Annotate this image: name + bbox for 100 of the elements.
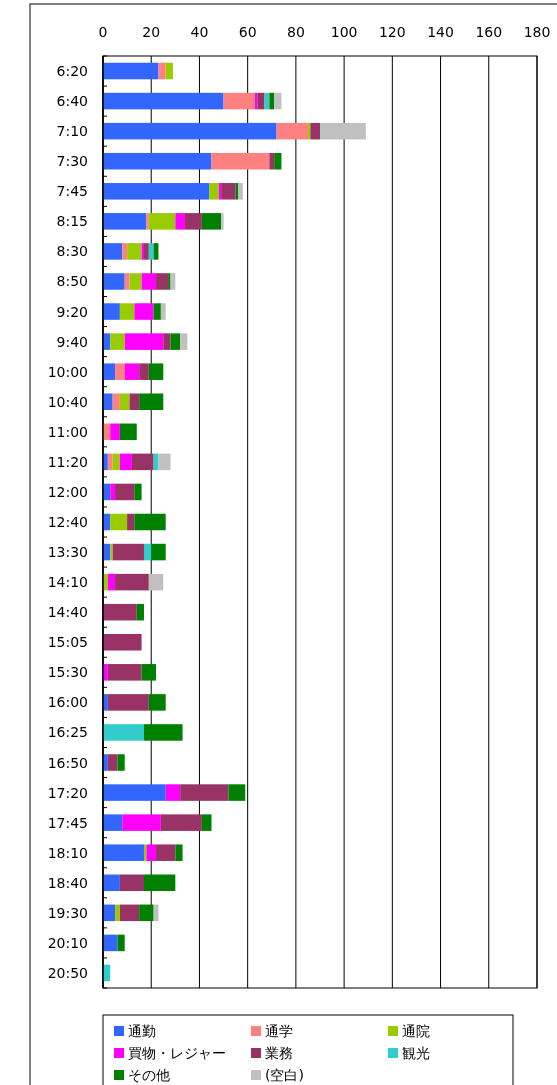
bar bbox=[146, 844, 157, 861]
bar bbox=[165, 784, 181, 801]
bar bbox=[124, 363, 140, 380]
y-tick-label: 7:45 bbox=[56, 183, 88, 200]
bar bbox=[257, 92, 265, 110]
bar bbox=[119, 453, 132, 471]
bar bbox=[103, 183, 210, 200]
bar bbox=[139, 363, 149, 380]
x-tick-label: 20 bbox=[142, 24, 161, 40]
bar bbox=[184, 213, 202, 230]
bar bbox=[110, 513, 128, 531]
bar bbox=[107, 573, 116, 591]
bar bbox=[156, 273, 169, 290]
legend-label: その他 bbox=[128, 1067, 170, 1083]
bar bbox=[103, 303, 120, 320]
x-tick-label: 140 bbox=[427, 24, 454, 40]
x-tick-label: 80 bbox=[286, 24, 305, 40]
bar bbox=[175, 844, 183, 861]
bar bbox=[139, 904, 154, 922]
bar bbox=[175, 213, 185, 230]
bar bbox=[151, 543, 166, 561]
bar bbox=[143, 724, 183, 741]
bar bbox=[107, 453, 113, 471]
bar bbox=[148, 363, 164, 380]
bar bbox=[160, 303, 166, 320]
bar bbox=[103, 92, 224, 110]
bar bbox=[103, 603, 137, 621]
y-tick-label: 17:45 bbox=[47, 814, 88, 831]
x-tick-label: 120 bbox=[378, 24, 406, 40]
legend-label: (空白) bbox=[265, 1067, 304, 1083]
y-tick-label: 16:25 bbox=[47, 724, 88, 741]
bar bbox=[141, 664, 157, 681]
bar bbox=[134, 303, 154, 320]
y-tick-label: 8:30 bbox=[56, 243, 88, 260]
bar bbox=[276, 122, 308, 140]
bar bbox=[119, 303, 135, 320]
bar bbox=[134, 513, 166, 531]
bar bbox=[141, 273, 157, 290]
bar bbox=[115, 363, 125, 380]
y-tick-label: 19:30 bbox=[47, 904, 88, 921]
bar bbox=[170, 333, 181, 350]
x-tick-label: 60 bbox=[238, 24, 257, 40]
y-tick-label: 12:00 bbox=[47, 483, 88, 500]
bar bbox=[201, 213, 222, 230]
bar bbox=[148, 243, 154, 260]
bar bbox=[180, 784, 229, 801]
bar bbox=[180, 333, 188, 350]
bar bbox=[136, 603, 144, 621]
bar bbox=[156, 844, 176, 861]
bar bbox=[168, 273, 171, 290]
y-tick-label: 11:20 bbox=[47, 453, 88, 470]
bar bbox=[221, 213, 224, 230]
y-tick-label: 18:40 bbox=[47, 874, 88, 891]
y-tick-label: 20:50 bbox=[47, 964, 88, 981]
bar bbox=[134, 483, 142, 501]
legend-label: 観光 bbox=[402, 1045, 430, 1061]
bar bbox=[103, 273, 125, 290]
bar bbox=[119, 423, 137, 441]
legend-label: 業務 bbox=[265, 1045, 293, 1061]
y-tick-label: 10:40 bbox=[47, 393, 88, 410]
bar bbox=[103, 784, 166, 801]
bar bbox=[163, 333, 171, 350]
bar bbox=[127, 243, 142, 260]
x-tick-label: 0 bbox=[98, 24, 108, 40]
y-tick-label: 8:50 bbox=[56, 273, 88, 290]
y-tick-label: 11:00 bbox=[47, 423, 88, 440]
y-tick-label: 7:10 bbox=[56, 123, 88, 140]
bar bbox=[269, 92, 275, 110]
bar bbox=[158, 62, 166, 80]
bar bbox=[201, 814, 212, 831]
legend-label: 通学 bbox=[265, 1023, 293, 1039]
bar bbox=[129, 393, 140, 411]
bar bbox=[158, 453, 171, 471]
bar bbox=[103, 724, 144, 741]
bar bbox=[124, 273, 130, 290]
bar bbox=[228, 784, 246, 801]
bar bbox=[122, 814, 161, 831]
bar bbox=[153, 303, 161, 320]
bar bbox=[110, 333, 125, 350]
bar bbox=[143, 543, 152, 561]
bar bbox=[146, 213, 149, 230]
x-tick-label: 160 bbox=[475, 24, 503, 40]
y-tick-label: 16:00 bbox=[47, 694, 88, 711]
bar bbox=[103, 213, 147, 230]
bar bbox=[274, 92, 282, 110]
bar bbox=[112, 453, 120, 471]
y-tick-label: 17:20 bbox=[47, 784, 88, 801]
bar bbox=[160, 814, 202, 831]
y-tick-label: 13:30 bbox=[47, 544, 88, 561]
bar bbox=[115, 483, 135, 501]
bar bbox=[110, 423, 120, 441]
bar bbox=[148, 573, 164, 591]
y-tick-label: 14:10 bbox=[47, 574, 88, 591]
y-tick-label: 8:15 bbox=[56, 213, 88, 230]
bar bbox=[112, 543, 144, 561]
y-tick-label: 18:10 bbox=[47, 844, 88, 861]
y-tick-label: 12:40 bbox=[47, 514, 88, 530]
bar bbox=[103, 363, 116, 380]
y-tick-label: 7:30 bbox=[56, 153, 88, 170]
bar bbox=[103, 62, 159, 80]
